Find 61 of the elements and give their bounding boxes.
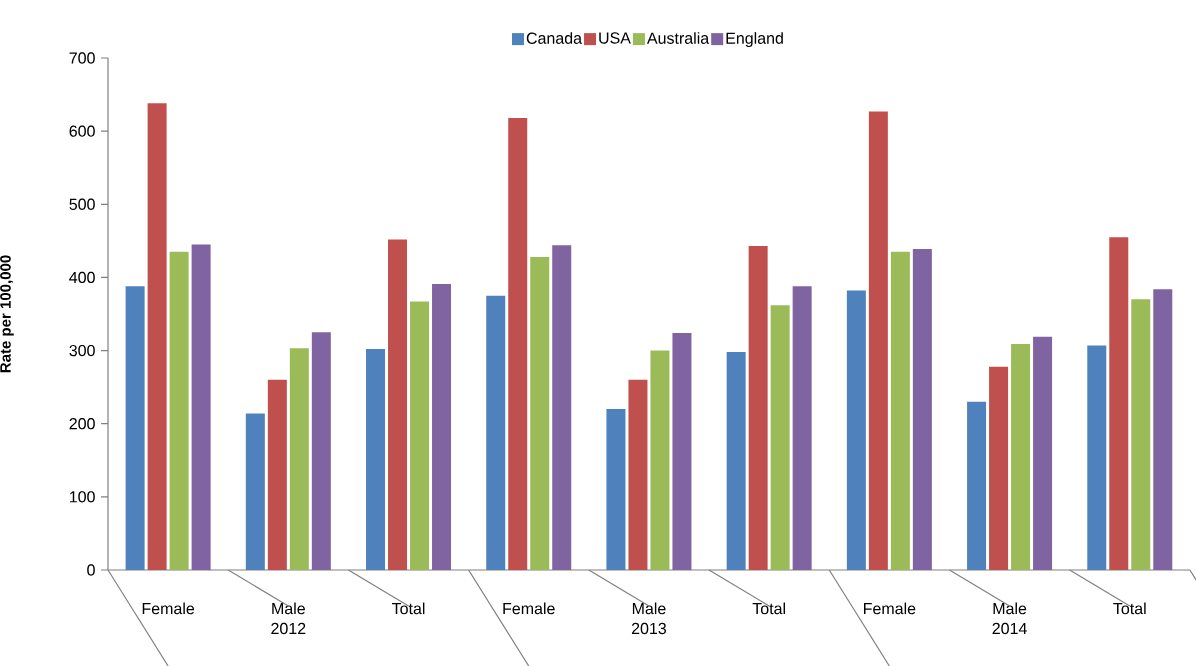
x-tick-label: Female <box>503 602 555 615</box>
y-axis-title: Rate per 100,000 <box>0 255 14 373</box>
bar <box>770 305 790 570</box>
bar <box>890 251 910 570</box>
legend-label: England <box>726 32 783 48</box>
bar <box>1011 343 1031 570</box>
bar <box>868 111 888 570</box>
bar <box>792 286 812 570</box>
bar <box>530 256 550 570</box>
x-tick-label: Male <box>272 602 305 615</box>
bar <box>846 290 866 570</box>
x-tick-label: Male <box>632 602 666 615</box>
bar <box>486 295 506 570</box>
x-tick-label: Female <box>142 602 195 615</box>
bar <box>147 103 167 570</box>
legend-label: Canada <box>526 32 583 44</box>
bar <box>311 332 331 570</box>
bar <box>726 352 746 570</box>
bar <box>1153 289 1173 570</box>
bar <box>606 409 626 570</box>
bar <box>125 286 145 570</box>
bar <box>672 333 692 570</box>
y-tick-label: 500 <box>69 198 95 210</box>
bar <box>191 244 211 570</box>
bar <box>989 366 1009 570</box>
legend-label: USA <box>599 32 631 44</box>
x-tick-label: Total <box>752 602 785 615</box>
bar <box>1087 345 1107 570</box>
bar <box>508 117 528 570</box>
legend-label: Australia <box>646 32 710 44</box>
y-tick-label: 700 <box>69 52 95 64</box>
text: 2014 <box>992 622 1027 635</box>
x-tick-label: Male <box>993 602 1027 615</box>
bar <box>267 379 287 570</box>
bar <box>289 348 309 570</box>
y-tick-label: 600 <box>69 125 95 137</box>
x-tick-label: Total <box>1113 602 1146 615</box>
y-tick-label: 100 <box>70 491 95 503</box>
bar <box>432 284 452 570</box>
bar <box>967 401 987 570</box>
y-tick-label: 400 <box>69 271 95 284</box>
x-tick-label: Total <box>391 602 425 615</box>
text: 2013 <box>631 622 667 635</box>
bar <box>388 239 408 570</box>
bar <box>1033 336 1053 570</box>
bar <box>245 413 265 570</box>
bar <box>410 301 430 570</box>
bar <box>912 248 932 570</box>
y-tick-label: 300 <box>69 344 95 357</box>
y-tick-label: 200 <box>69 418 95 430</box>
bar <box>366 349 386 570</box>
bar <box>748 245 768 570</box>
y-tick-label: 0 <box>87 564 95 576</box>
bar <box>169 251 189 570</box>
bar <box>650 350 670 570</box>
bar <box>1131 299 1151 570</box>
bar <box>1109 237 1129 570</box>
bar <box>628 379 648 570</box>
bar <box>552 245 572 570</box>
text: 2012 <box>271 622 306 635</box>
x-tick-label: Female <box>864 602 916 615</box>
